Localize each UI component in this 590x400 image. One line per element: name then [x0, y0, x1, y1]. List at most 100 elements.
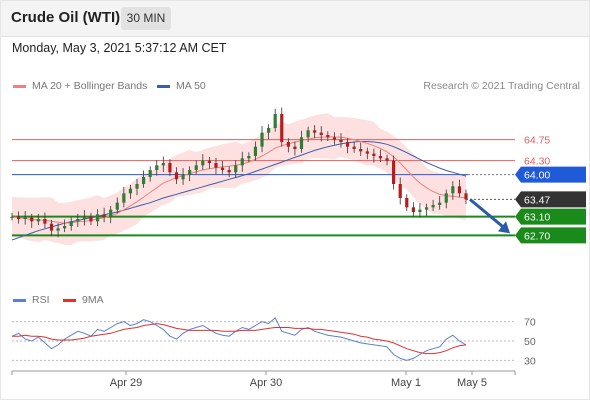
9ma-swatch [63, 298, 76, 302]
candle-body [128, 188, 133, 194]
candle-body [82, 216, 86, 219]
candle [464, 189, 468, 205]
candle [240, 151, 244, 172]
candle [115, 197, 119, 214]
candle [141, 170, 146, 188]
rsi-tick-30: 30 [524, 355, 536, 367]
candle-body [23, 217, 27, 219]
level-label-64.30: 64.30 [524, 156, 550, 168]
level-tag-63.47: 63.47 [515, 191, 586, 208]
rsi-line [11, 316, 467, 361]
candle [418, 203, 422, 218]
rsi-swatch [13, 298, 26, 302]
rsi-tick-50: 50 [524, 336, 536, 348]
level-tag-63.10: 63.10 [515, 208, 586, 225]
candle [306, 126, 310, 142]
candle [10, 212, 14, 221]
candle [299, 130, 304, 153]
candle [148, 166, 152, 182]
candle-body [273, 114, 277, 128]
candle [155, 160, 159, 176]
candle-body [247, 156, 251, 159]
forecast-arrow-head [498, 221, 510, 234]
timeframe-button[interactable]: 30 MIN [121, 7, 171, 30]
candle-body [299, 137, 304, 149]
chart-header: Crude Oil (WTI) 30 MIN [0, 0, 590, 37]
candle-body [122, 193, 126, 203]
candle-body [214, 163, 218, 168]
timestamp: Monday, May 3, 2021 5:37:12 AM CET [12, 41, 227, 55]
candle-body [69, 221, 73, 226]
candle [424, 203, 429, 217]
candle [286, 138, 290, 153]
candle [273, 108, 277, 132]
candle [332, 132, 337, 145]
candle [345, 138, 350, 154]
candle-body [220, 167, 225, 170]
candle-body [76, 219, 80, 222]
candle-body [10, 216, 14, 218]
level-tag-text: 63.10 [524, 212, 550, 224]
candle-body [36, 219, 40, 222]
candle [95, 209, 100, 226]
candle-body [418, 209, 422, 212]
candle [220, 161, 225, 174]
candle [201, 154, 205, 170]
legend-9ma: 9MA [63, 294, 104, 306]
candle [227, 166, 231, 177]
ma20-swatch [13, 84, 26, 88]
candle [234, 160, 238, 178]
ma50-swatch [157, 84, 170, 88]
candle-body [398, 184, 402, 198]
level-tag-bg [515, 227, 586, 244]
level-tag-text: 64.00 [524, 170, 550, 182]
rsi-tick-70: 70 [524, 317, 536, 329]
candle-body [313, 130, 317, 133]
level-label-64.75: 64.75 [524, 135, 550, 147]
candle [122, 186, 126, 208]
candle-body [227, 170, 231, 173]
candle-body [194, 165, 198, 170]
candle-body [240, 158, 244, 166]
candle [102, 207, 106, 223]
level-tag-62.70: 62.70 [515, 227, 586, 244]
candle-body [326, 135, 330, 138]
level-tag-text: 63.47 [524, 194, 550, 206]
candle [431, 199, 435, 212]
candle-body [424, 207, 429, 210]
candle-body [141, 177, 146, 184]
candle [365, 147, 369, 160]
candle-body [352, 146, 356, 149]
candle-body [115, 202, 119, 210]
bollinger-band [12, 113, 466, 246]
9ma-label: 9MA [82, 294, 104, 306]
candle-body [365, 151, 369, 154]
candle [444, 189, 448, 209]
candle [89, 212, 93, 226]
candle-body [174, 172, 179, 180]
candle [63, 219, 67, 233]
candle-body [155, 165, 159, 170]
candle-body [234, 165, 238, 173]
candle [23, 211, 27, 225]
candle-body [392, 160, 396, 184]
candle [280, 107, 284, 147]
x-tick-Apr-30: Apr 30 [250, 377, 282, 389]
candle [457, 179, 462, 198]
ma20-label: MA 20 + Bollinger Bands [32, 80, 148, 92]
candle-body [16, 216, 21, 219]
candle-body [260, 132, 264, 147]
level-tag-text: 62.70 [524, 230, 550, 242]
candle-body [293, 146, 297, 149]
legend-rsi: RSI [13, 294, 50, 306]
candle-body [201, 160, 205, 166]
candle [128, 184, 133, 199]
candle [372, 148, 376, 163]
candle [253, 141, 258, 161]
candle [69, 217, 73, 231]
candle-body [332, 137, 337, 140]
candle-body [451, 186, 455, 194]
candle [135, 178, 139, 196]
candle [194, 160, 198, 174]
